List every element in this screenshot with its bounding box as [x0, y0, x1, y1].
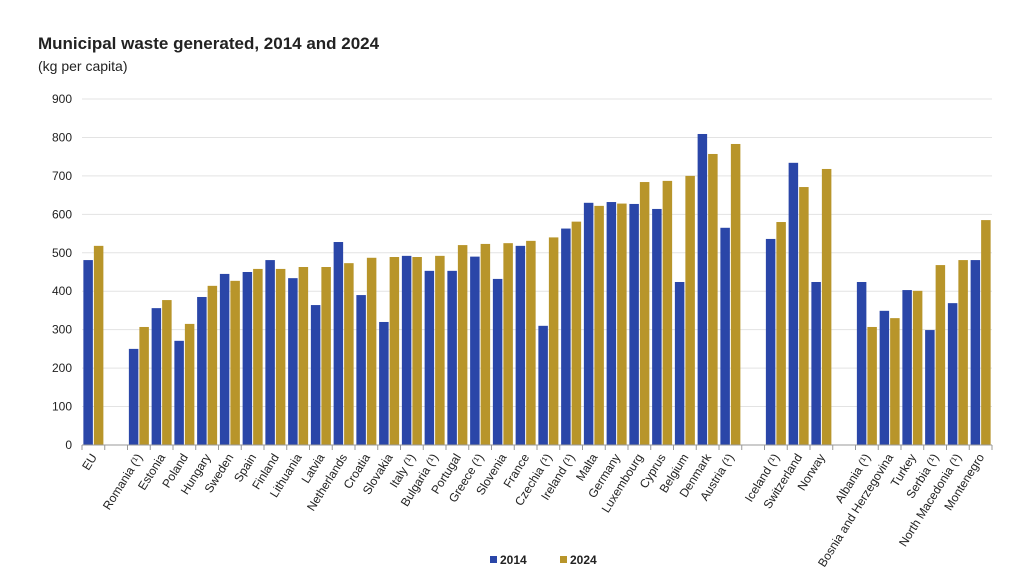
bar-2014: [515, 245, 526, 445]
bar-2014: [765, 238, 776, 445]
bars: [83, 133, 991, 446]
bar-2024: [935, 265, 946, 445]
bar-2024: [412, 257, 422, 445]
bar-2024: [435, 255, 445, 445]
legend-label: 2024: [570, 553, 597, 567]
bar-2024: [526, 240, 536, 445]
bar-2014: [219, 273, 230, 445]
bar-2014: [470, 256, 480, 445]
bar-2024: [207, 285, 218, 445]
bar-2024: [799, 187, 809, 445]
bar-2014: [879, 310, 890, 445]
bar-2024: [776, 222, 786, 445]
y-axis: 0 100 200 300 400 500 600 700 800 900: [52, 92, 72, 452]
bar-2024: [162, 300, 172, 445]
bar-2024: [730, 143, 741, 446]
bar-2024: [639, 182, 650, 446]
bar-2024: [389, 257, 400, 445]
chart-subtitle: (kg per capita): [38, 58, 127, 74]
y-tick-label: 300: [52, 323, 72, 337]
gridlines: [82, 98, 992, 408]
bar-2014: [561, 228, 571, 445]
legend-swatch-2024: [560, 556, 567, 563]
bar-2024: [617, 203, 627, 445]
y-tick-label: 700: [52, 169, 72, 183]
bar-2024: [958, 260, 968, 445]
y-tick-label: 100: [52, 400, 72, 414]
bar-2014: [629, 203, 639, 445]
bar-2024: [230, 280, 240, 445]
bar-2014: [424, 270, 435, 445]
bar-2014: [652, 208, 662, 445]
bar-2024: [253, 268, 263, 445]
bar-2014: [583, 202, 594, 445]
bar-2024: [890, 318, 900, 445]
bar-2014: [925, 330, 935, 445]
bar-2014: [128, 348, 139, 445]
x-category-label: EU: [79, 451, 100, 473]
bar-2024: [821, 168, 832, 446]
bar-2024: [708, 153, 718, 445]
bar-2014: [288, 278, 298, 445]
bar-2024: [139, 326, 149, 445]
y-tick-label: 600: [52, 207, 72, 221]
bar-2024: [503, 243, 513, 445]
bar-2014: [720, 227, 730, 445]
bar-2024: [594, 205, 604, 445]
bar-2024: [275, 268, 286, 445]
bar-2014: [379, 321, 389, 445]
legend-swatch-2014: [490, 556, 497, 563]
bar-2014: [197, 296, 207, 445]
bar-2014: [310, 305, 321, 445]
bar-2024: [298, 267, 309, 445]
bar-2014: [356, 295, 366, 445]
bar-2014: [83, 260, 93, 445]
bar-2014: [811, 281, 821, 445]
bar-2014: [242, 272, 253, 445]
bar-2014: [947, 303, 958, 445]
bar-2014: [606, 202, 617, 445]
y-tick-label: 0: [65, 438, 72, 452]
legend: 2014 2024: [490, 553, 597, 567]
bar-2014: [674, 281, 685, 445]
bar-2014: [970, 260, 981, 445]
y-tick-label: 200: [52, 361, 72, 375]
bar-2024: [457, 245, 468, 445]
bar-2014: [538, 325, 548, 445]
y-tick-label: 400: [52, 284, 72, 298]
legend-label: 2014: [500, 553, 527, 567]
y-tick-label: 900: [52, 92, 72, 106]
bar-2014: [151, 308, 162, 445]
bar-2014: [447, 270, 457, 445]
bar-2014: [174, 340, 184, 445]
bar-2014: [265, 260, 275, 445]
bar-2024: [867, 326, 877, 445]
bar-2024: [480, 243, 491, 445]
bar-2024: [321, 267, 331, 445]
bar-2024: [366, 257, 377, 445]
bar-2014: [401, 255, 412, 445]
y-tick-label: 800: [52, 130, 72, 144]
bar-2014: [788, 162, 799, 445]
x-axis: EU Romania (¹)EstoniaPolandHungarySwedenS…: [79, 444, 993, 569]
bar-2024: [344, 263, 354, 445]
bar-2014: [856, 281, 867, 445]
y-tick-label: 500: [52, 246, 72, 260]
bar-2014: [492, 278, 503, 445]
bar-2014: [333, 242, 344, 445]
bar-2024: [685, 175, 695, 445]
chart-title: Municipal waste generated, 2014 and 2024: [38, 34, 380, 53]
bar-2024: [184, 323, 195, 445]
bar-2014: [902, 290, 912, 445]
bar-2014: [697, 133, 708, 446]
bar-2024: [548, 237, 559, 445]
bar-2024: [912, 290, 923, 445]
bar-2024: [571, 221, 582, 445]
bar-2024: [981, 220, 991, 445]
bar-2024: [662, 180, 673, 446]
bar-2024: [93, 245, 104, 445]
